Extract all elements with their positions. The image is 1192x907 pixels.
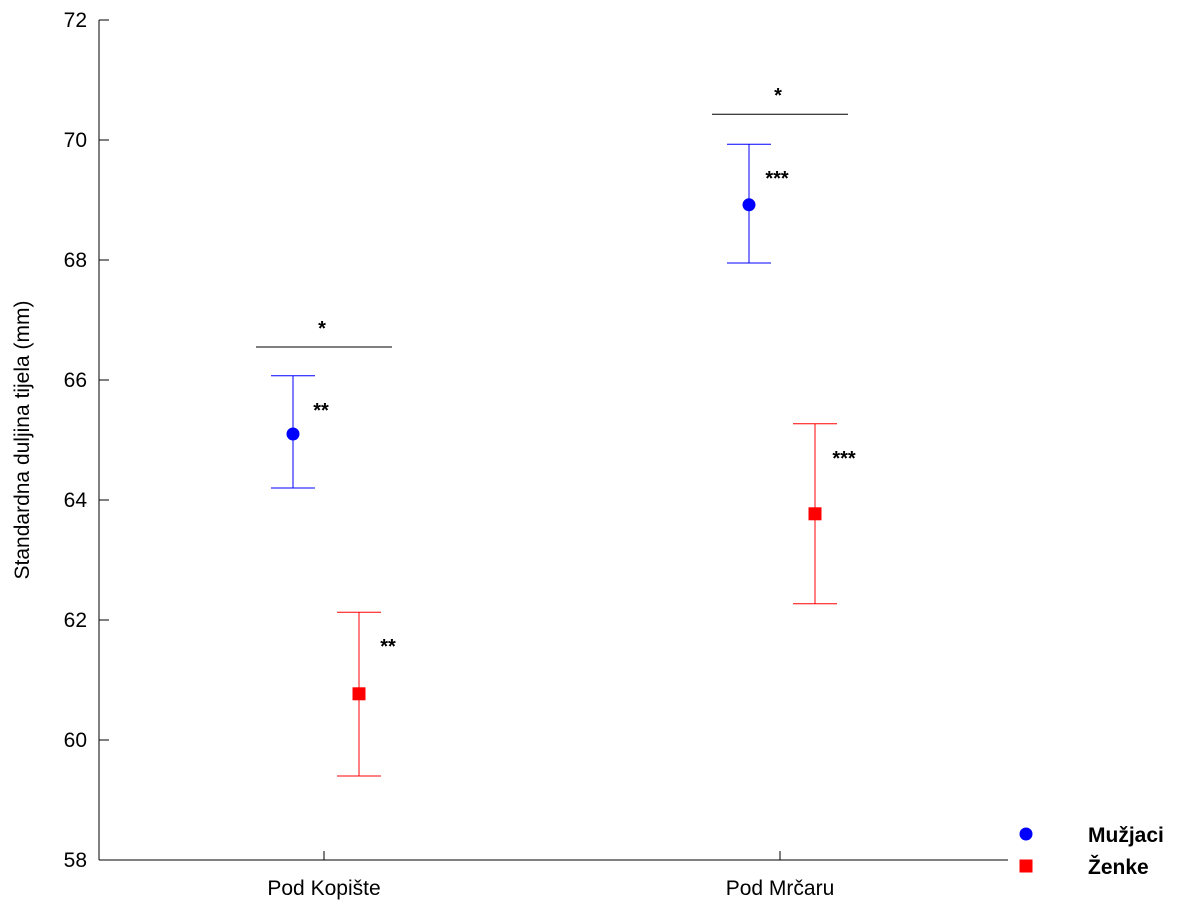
significance-label: *** bbox=[765, 168, 789, 190]
y-tick-label: 60 bbox=[64, 729, 87, 752]
series-females: ***** bbox=[337, 423, 856, 777]
y-tick-label: 58 bbox=[64, 849, 87, 872]
legend-marker bbox=[1019, 859, 1033, 873]
y-ticks: 58 60 62 64 66 68 70 72 bbox=[64, 9, 109, 872]
x-tick-label: Pod Mrčaru bbox=[726, 877, 835, 900]
legend-label: Mužjaci bbox=[1088, 824, 1164, 847]
axes bbox=[98, 20, 1008, 861]
significance-label: *** bbox=[832, 448, 856, 470]
series-males: ***** bbox=[271, 143, 789, 489]
legend-marker bbox=[1019, 827, 1033, 841]
data-point bbox=[352, 687, 366, 701]
y-axis-title: Standardna duljina tijela (mm) bbox=[11, 301, 34, 580]
y-tick-label: 72 bbox=[64, 9, 87, 32]
significance-label: ** bbox=[313, 400, 329, 422]
series-layer: ********** bbox=[271, 143, 856, 777]
x-tick-label: Pod Kopište bbox=[267, 877, 380, 900]
x-ticks: Pod Kopište Pod Mrčaru bbox=[267, 851, 834, 900]
legend-label: Ženke bbox=[1088, 855, 1149, 879]
comparison-label: * bbox=[318, 318, 326, 340]
data-point bbox=[808, 507, 822, 521]
significance-label: ** bbox=[380, 636, 396, 658]
y-tick-label: 68 bbox=[64, 249, 87, 272]
comparisons: ** bbox=[256, 85, 848, 348]
data-point bbox=[742, 198, 756, 212]
y-tick-label: 64 bbox=[64, 489, 88, 512]
y-tick-label: 62 bbox=[64, 609, 87, 632]
data-point bbox=[286, 427, 300, 441]
y-tick-label: 70 bbox=[64, 129, 87, 152]
legend: Mužjaci Ženke bbox=[1019, 824, 1164, 879]
comparison-label: * bbox=[774, 85, 782, 107]
y-tick-label: 66 bbox=[64, 369, 87, 392]
